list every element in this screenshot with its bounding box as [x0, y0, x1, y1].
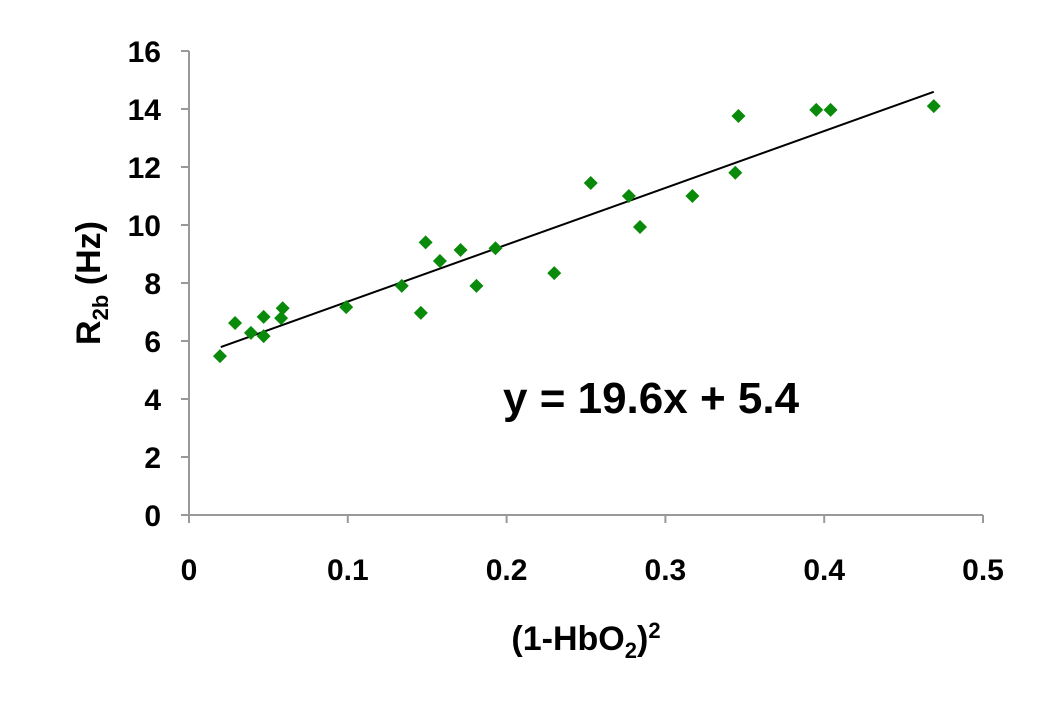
data-point: [621, 189, 636, 203]
y-tick-label: 10: [128, 210, 161, 243]
data-point: [274, 311, 289, 326]
data-point: [243, 325, 258, 340]
data-point: [823, 102, 838, 117]
x-label-sup: 2: [648, 618, 660, 643]
data-point: [632, 220, 647, 235]
x-tick-label: 0.3: [645, 554, 687, 587]
trendline-equation: y = 19.6x + 5.4: [503, 374, 800, 423]
data-point: [339, 300, 354, 315]
data-points: [212, 99, 941, 364]
data-point: [432, 253, 447, 268]
data-point: [256, 309, 271, 324]
data-point: [418, 235, 433, 250]
y-tick-label: 12: [128, 152, 161, 185]
data-point: [583, 175, 598, 190]
x-label-sub: 2: [625, 638, 637, 663]
x-tick-label: 0.5: [962, 554, 1004, 587]
data-point: [256, 329, 271, 344]
y-tick-label: 16: [128, 36, 161, 69]
y-tick-label: 14: [128, 94, 162, 127]
x-tick-label: 0.2: [486, 554, 528, 587]
data-point: [275, 301, 290, 316]
tick-labels: 0 0.1 0.2 0.3 0.4 0.5 0 2 4 6 8 10 12 14 16: [128, 36, 1004, 587]
x-tick-label: 0: [181, 554, 198, 587]
trendline: [220, 90, 935, 348]
data-point: [413, 305, 428, 320]
y-tick-label: 2: [144, 442, 161, 475]
data-point: [547, 266, 562, 281]
data-point: [453, 242, 468, 257]
x-tick-label: 0.1: [327, 554, 369, 587]
data-point: [488, 241, 503, 256]
data-point: [228, 316, 243, 331]
data-point: [394, 278, 409, 293]
y-tick-label: 4: [144, 384, 161, 417]
y-axis-label: R2b (Hz): [70, 221, 113, 345]
x-tick-label: 0.4: [803, 554, 845, 587]
y-label-sub: 2b: [88, 295, 113, 321]
data-point: [728, 165, 743, 180]
data-point: [685, 189, 700, 203]
y-tick-label: 0: [144, 500, 161, 533]
y-label-rest: (Hz): [70, 221, 108, 295]
data-point: [469, 278, 484, 293]
data-point: [926, 99, 941, 114]
y-tick-label: 6: [144, 326, 161, 359]
y-label-main: R: [70, 320, 108, 345]
data-point: [212, 349, 227, 364]
x-label-close: ): [637, 620, 648, 658]
data-point: [731, 108, 746, 123]
x-label-main: (1-HbO: [511, 620, 624, 658]
data-point: [809, 102, 824, 117]
axes: [181, 50, 984, 523]
x-axis-label: (1-HbO2)2: [511, 618, 660, 663]
y-tick-label: 8: [144, 268, 161, 301]
